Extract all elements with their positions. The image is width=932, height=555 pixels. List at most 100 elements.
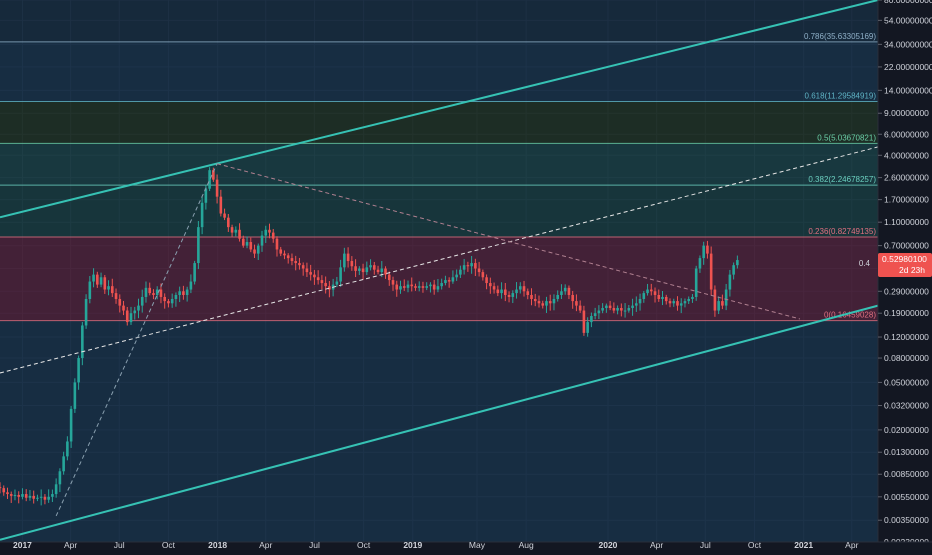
candle-body — [672, 301, 676, 304]
candle-body — [358, 268, 361, 271]
candle-body — [238, 229, 241, 239]
candle-body — [129, 313, 133, 323]
x-axis-tick-label: Aug — [519, 540, 534, 550]
candle-body — [354, 266, 357, 271]
y-axis-tick-label: 0.02000000 — [884, 425, 929, 435]
candle-body — [361, 268, 365, 273]
candle-body — [530, 294, 533, 299]
candle-body — [9, 494, 13, 496]
candle-body — [185, 289, 189, 295]
candle-body — [69, 408, 73, 442]
candle-body — [646, 289, 649, 294]
candle-body — [515, 289, 518, 294]
candle-body — [339, 267, 342, 282]
candle-body — [605, 305, 608, 309]
candle-body — [208, 170, 211, 189]
candle-body — [436, 286, 440, 290]
candle-body — [21, 494, 24, 497]
candle-body — [88, 281, 92, 299]
current-price-badge — [878, 253, 932, 278]
candle-body — [702, 245, 705, 259]
candle-body — [350, 261, 354, 267]
candle-body — [189, 281, 193, 290]
candle-body — [0, 487, 2, 489]
candle-body — [305, 268, 309, 273]
y-axis-tick-label: 0.01300000 — [884, 447, 929, 457]
candle-body — [432, 284, 436, 290]
candle-body — [425, 286, 429, 288]
candle-body — [402, 286, 406, 288]
candle-body — [623, 310, 627, 312]
x-axis-tick-label: May — [469, 540, 486, 550]
candle-body — [54, 484, 58, 495]
candle-body — [346, 253, 350, 262]
candle-body — [286, 255, 290, 259]
fib-zone — [0, 41, 878, 102]
candle-body — [706, 245, 709, 254]
candle-body — [163, 296, 166, 302]
candle-body — [399, 286, 402, 290]
y-axis-tick-label: 0.19000000 — [884, 308, 929, 318]
x-axis-tick-label: 2018 — [208, 540, 227, 550]
candle-body — [268, 229, 271, 233]
candle-body — [81, 325, 84, 359]
candle-body — [728, 274, 732, 290]
channel-upper-line — [0, 0, 879, 219]
candle-body — [301, 265, 305, 269]
candle-body — [661, 296, 664, 299]
candle-body — [51, 494, 54, 497]
candle-body — [608, 305, 612, 309]
candle-body — [290, 258, 294, 262]
candle-body — [736, 260, 739, 266]
candle-body — [474, 263, 477, 269]
candle-body — [298, 263, 301, 266]
candle-body — [107, 286, 110, 290]
fib-levels: 0.786(35.63305169) 0.618(11.29584919) 0.5(… — [0, 32, 878, 322]
y-axis-tick-label: 0.00550000 — [884, 492, 929, 502]
candle-body — [649, 289, 653, 292]
candle-body — [96, 274, 99, 285]
candle-body — [215, 179, 219, 197]
candle-body — [721, 301, 724, 306]
candle-body — [279, 249, 283, 254]
candle-body — [537, 301, 541, 304]
candle-body — [492, 286, 496, 290]
candle-body — [717, 301, 720, 311]
candle-body — [560, 291, 563, 295]
candle-body — [481, 272, 485, 278]
candle-body — [507, 294, 511, 297]
candle-body — [518, 286, 522, 290]
candle-body — [335, 281, 339, 285]
candle-body — [2, 488, 6, 493]
candle-body — [253, 249, 256, 254]
candle-body — [429, 284, 432, 287]
candle-body — [73, 382, 77, 409]
candle-body — [406, 284, 410, 288]
x-axis-background — [0, 542, 932, 550]
candle-body — [92, 274, 95, 282]
candle-body — [664, 296, 668, 302]
y-axis-tick-label: 34.00000000 — [884, 39, 932, 49]
candle-body — [496, 289, 500, 294]
candle-body — [227, 217, 230, 228]
y-axis-tick-label: 6.00000000 — [884, 129, 929, 139]
candle-body — [155, 289, 159, 295]
candle-body — [593, 313, 597, 317]
candle-body — [212, 170, 215, 180]
candle-body — [571, 294, 574, 302]
x-axis-tick-label: Jul — [700, 540, 711, 550]
y-axis-tick-label: 1.10000000 — [884, 217, 929, 227]
y-axis-tick-label: 9.00000000 — [884, 108, 929, 118]
candle-body — [391, 280, 395, 285]
candle-body — [365, 267, 369, 273]
candle-body — [264, 229, 268, 236]
current-price-value: 0.52980100 — [882, 254, 927, 264]
fib-zone — [0, 320, 878, 542]
candle-body — [77, 358, 80, 383]
candle-body — [526, 291, 530, 295]
x-axis-tick-label: Oct — [162, 540, 176, 550]
candle-body — [140, 296, 144, 306]
